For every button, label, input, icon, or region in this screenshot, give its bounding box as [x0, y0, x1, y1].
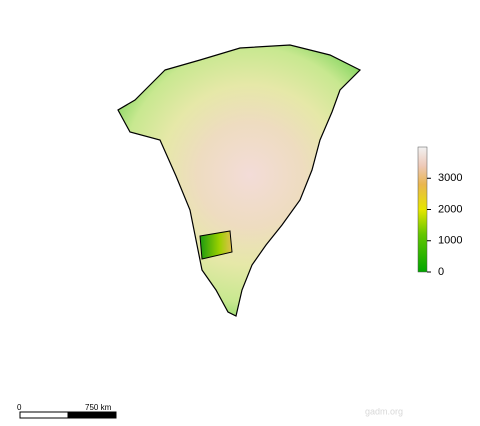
legend-tick-label: 1000	[438, 235, 462, 247]
legend-tick-label: 2000	[438, 203, 462, 215]
highlight-region	[199, 230, 233, 260]
legend-tick-label: 3000	[438, 172, 462, 184]
greenland	[117, 44, 362, 317]
scale-segment	[67, 411, 117, 419]
scale-segment	[19, 411, 69, 419]
scale-bar	[19, 411, 117, 419]
legend-tick-label: 0	[438, 266, 444, 278]
watermark: gadm.org	[365, 406, 403, 416]
legend-bar	[417, 146, 428, 273]
scale-start: 0	[17, 403, 22, 412]
scale-end: 750 km	[85, 403, 112, 412]
